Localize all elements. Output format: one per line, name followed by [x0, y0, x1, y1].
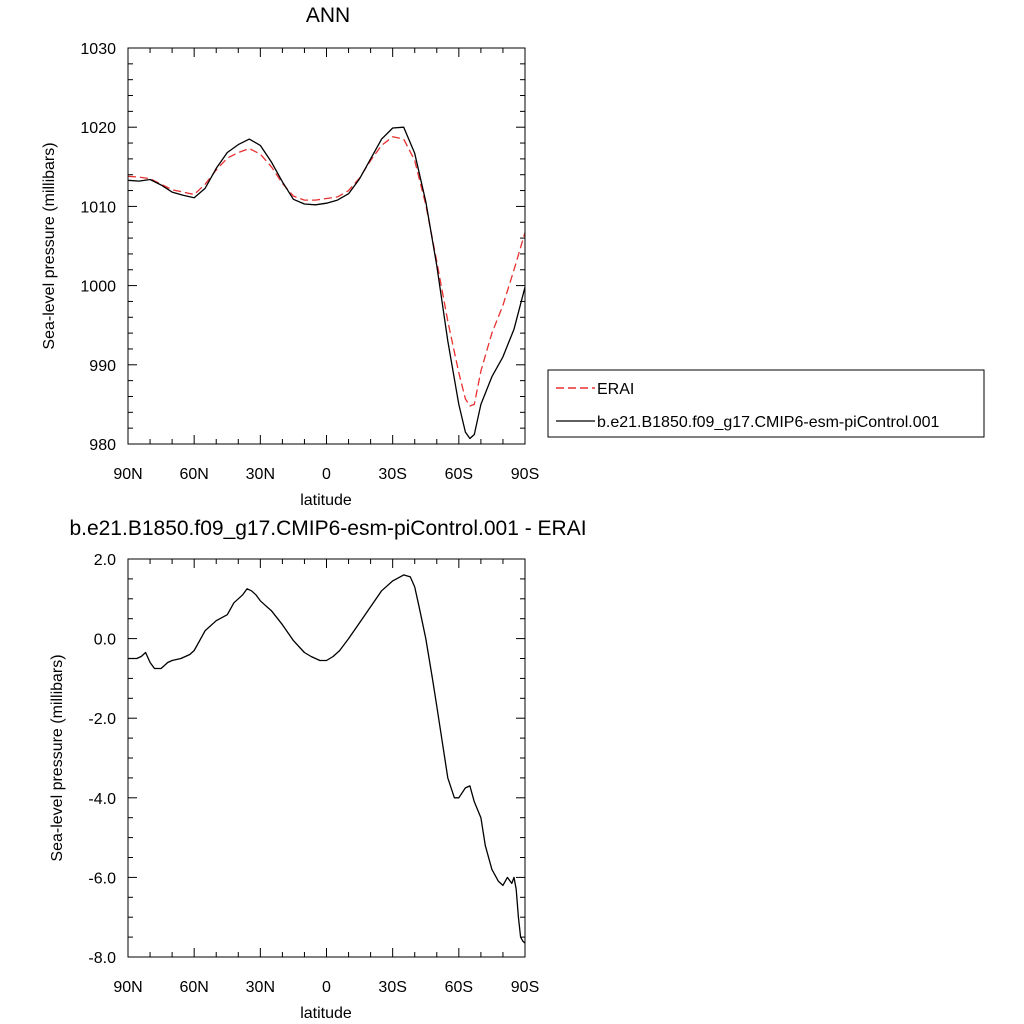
- x-tick-label: 90N: [113, 466, 142, 483]
- x-tick-label: 0: [322, 466, 331, 483]
- y-tick-label: 1000: [80, 279, 116, 296]
- x-tick-label: 90N: [113, 979, 142, 996]
- chart-title: ANN: [306, 4, 350, 27]
- y-axis-label: Sea-level pressure (millibars): [49, 654, 66, 861]
- x-tick-label: 30S: [378, 979, 406, 996]
- plot-frame: [127, 558, 526, 958]
- tick-marks: [127, 558, 526, 958]
- panel-top: ANN 90N 60N 30N 0 30S 60S 90S 980 990 1000 1010 102…: [41, 4, 539, 509]
- legend-label-model: b.e21.B1850.f09_g17.CMIP6-esm-piControl.…: [597, 414, 940, 431]
- x-tick-label: 90S: [511, 466, 539, 483]
- x-tick-label: 30N: [246, 979, 275, 996]
- y-tick-label: 980: [89, 437, 116, 454]
- chart-title: b.e21.B1850.f09_g17.CMIP6-esm-piControl.…: [69, 517, 586, 540]
- series-group: [127, 126, 526, 440]
- tick-labels: 90N 60N 30N 0 30S 60S 90S -8.0 -6.0 -4.0 -2.0 0.0 2.…: [88, 552, 539, 996]
- y-tick-label: 1020: [80, 120, 116, 137]
- x-axis-label: latitude: [300, 1005, 352, 1022]
- x-axis-label: latitude: [300, 492, 352, 509]
- x-tick-label: 60N: [179, 979, 208, 996]
- y-tick-label: 2.0: [94, 552, 116, 569]
- x-tick-label: 30S: [378, 466, 406, 483]
- y-axis-label: Sea-level pressure (millibars): [41, 142, 58, 349]
- y-tick-label: -8.0: [88, 950, 116, 967]
- x-tick-label: 60S: [445, 979, 473, 996]
- series-line-b-e21-b1850-f09-g17-cmip6-esm-picontrol-001: [127, 126, 526, 440]
- plot-frame: [127, 47, 526, 445]
- y-tick-label: -2.0: [88, 711, 116, 728]
- y-tick-label: 1030: [80, 41, 116, 58]
- y-tick-label: 990: [89, 358, 116, 375]
- y-tick-label: -4.0: [88, 791, 116, 808]
- tick-marks: [127, 47, 526, 445]
- x-tick-label: 0: [322, 979, 331, 996]
- tick-labels: 90N 60N 30N 0 30S 60S 90S 980 990 1000 1010 1020 103…: [80, 41, 539, 483]
- x-tick-label: 30N: [246, 466, 275, 483]
- x-tick-label: 60N: [179, 466, 208, 483]
- panel-bottom: b.e21.B1850.f09_g17.CMIP6-esm-piControl.…: [49, 517, 587, 1022]
- series-group: [128, 574, 526, 944]
- y-tick-label: 0.0: [94, 632, 116, 649]
- x-tick-label: 90S: [511, 979, 539, 996]
- legend: ERAI b.e21.B1850.f09_g17.CMIP6-esm-piCon…: [547, 369, 985, 438]
- x-tick-label: 60S: [445, 466, 473, 483]
- legend-box: [547, 369, 985, 438]
- y-tick-label: 1010: [80, 199, 116, 216]
- series-line-1-0: [128, 574, 526, 944]
- y-tick-label: -6.0: [88, 870, 116, 887]
- legend-label-erai: ERAI: [597, 381, 634, 398]
- series-line-erai: [127, 136, 526, 407]
